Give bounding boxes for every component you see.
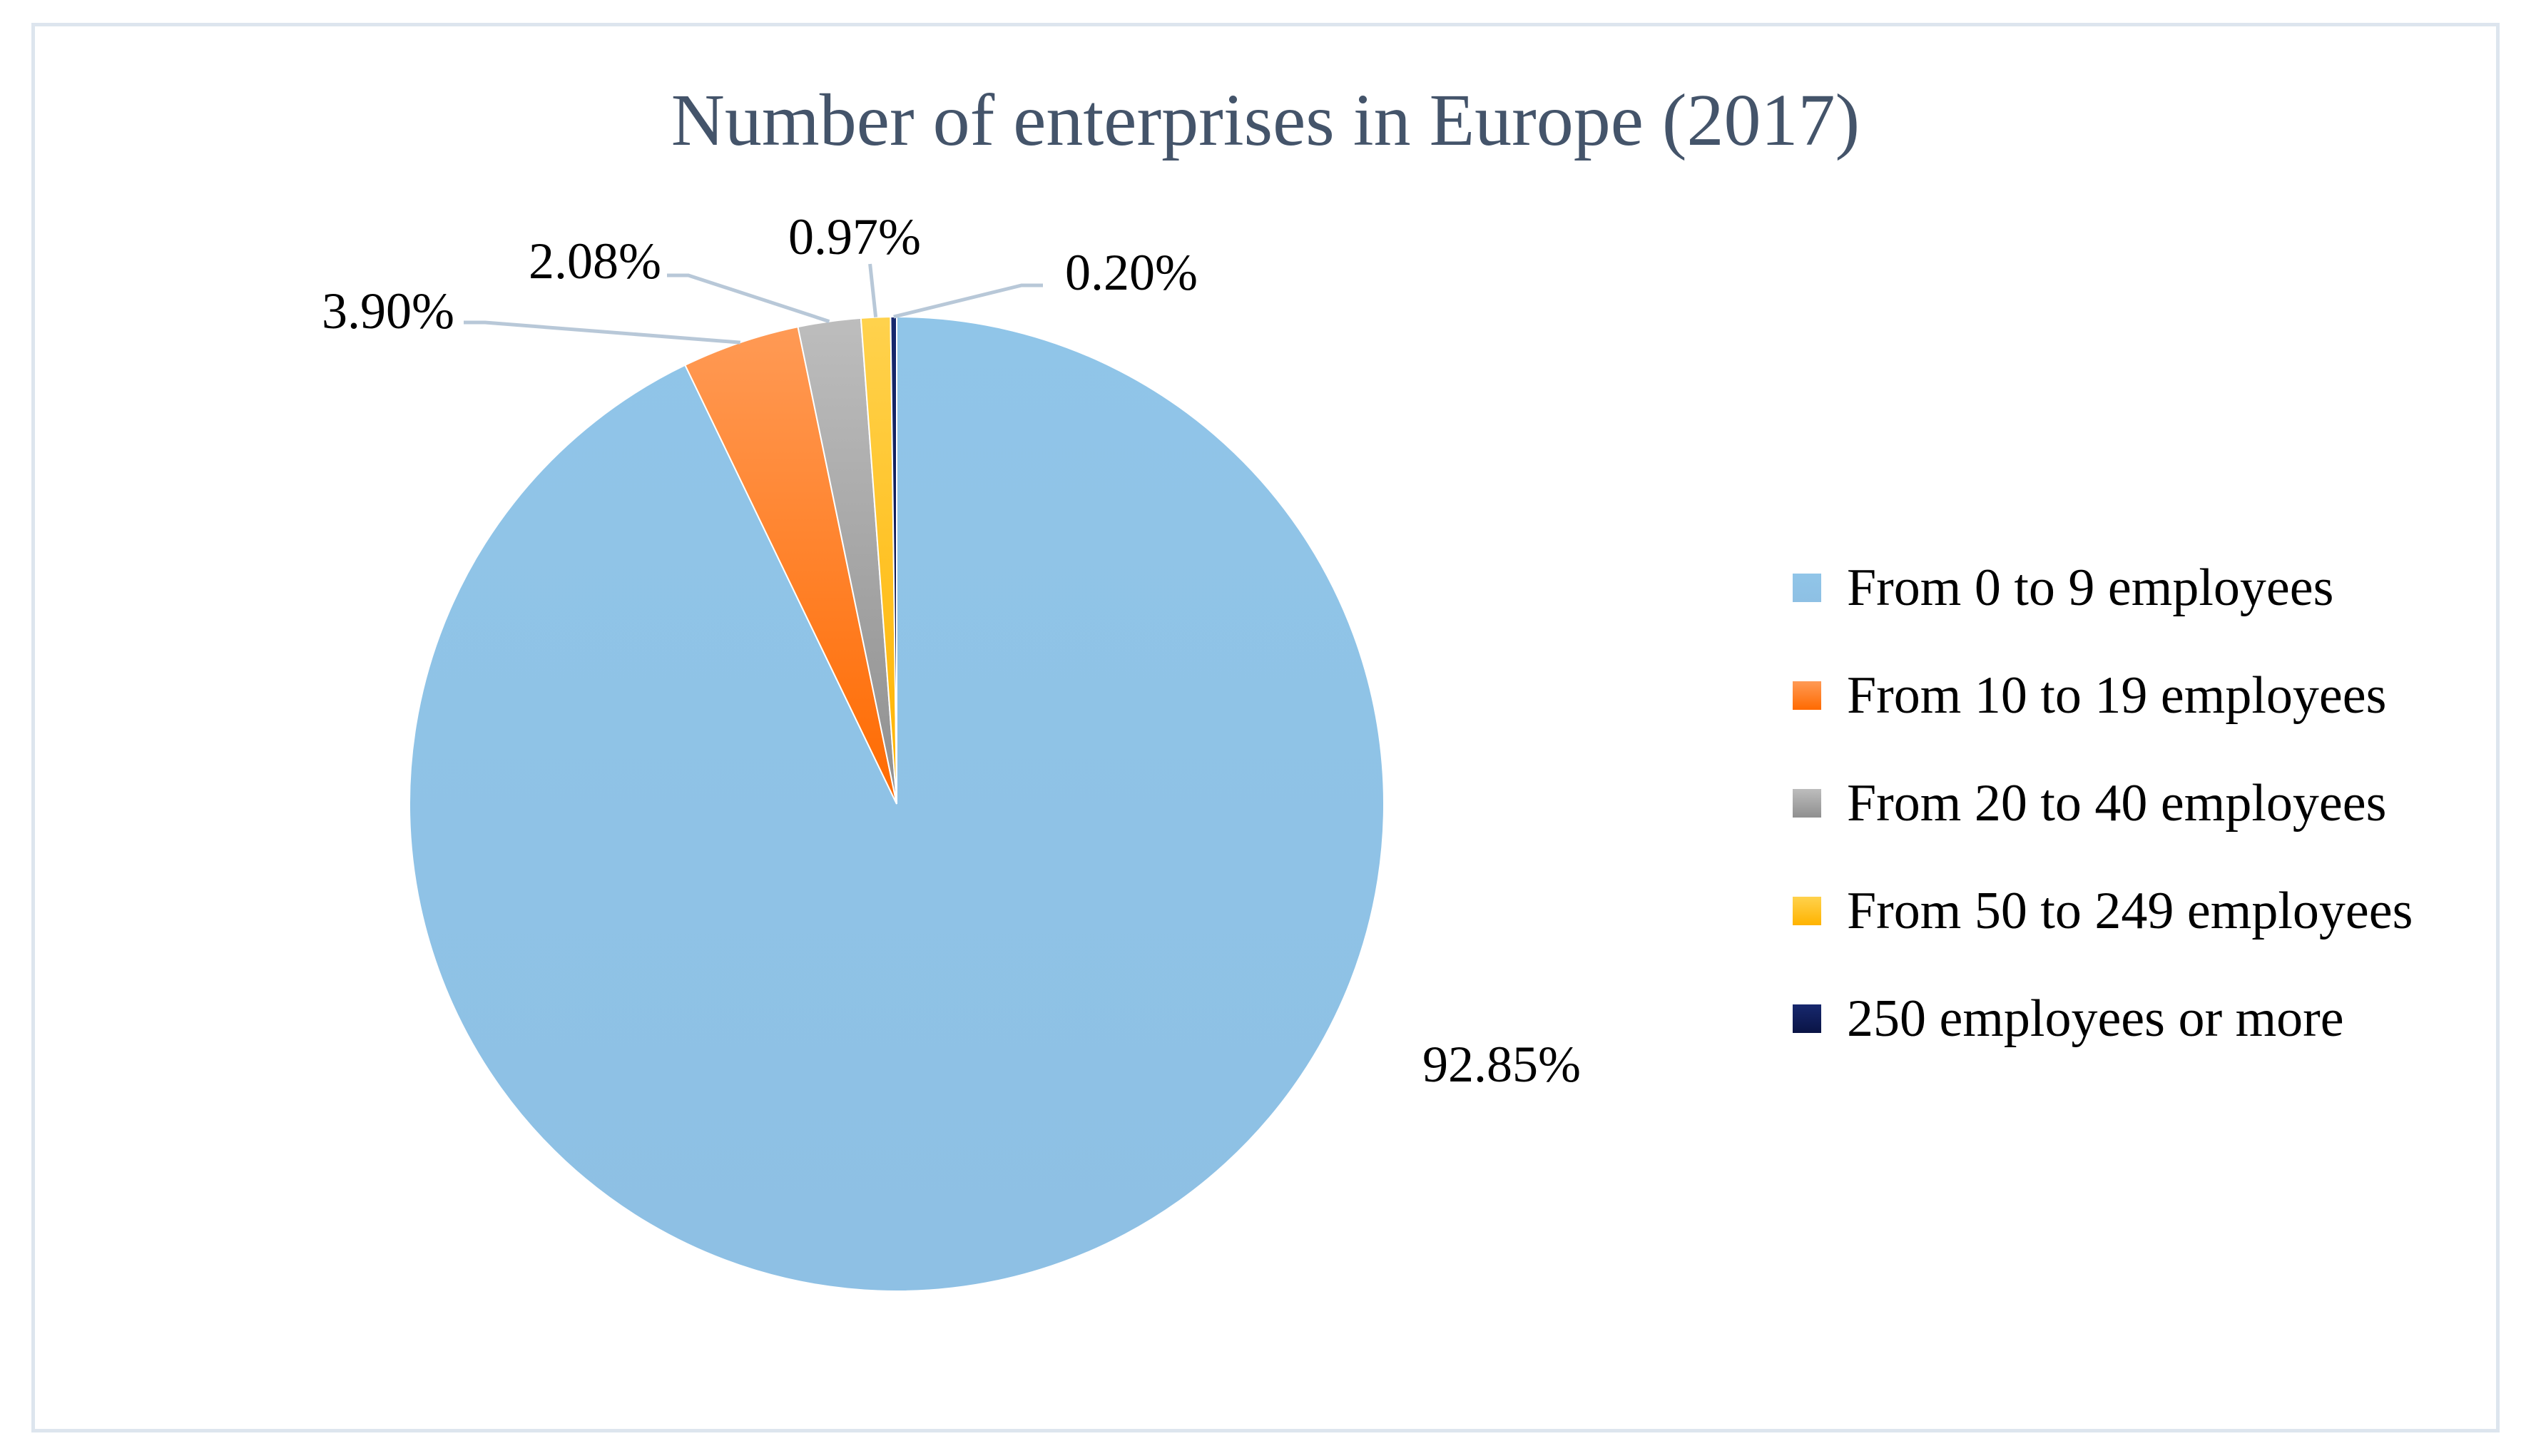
leader-line-from-10-to-19-employees: [464, 320, 740, 345]
legend-entry-from-0-to-9-employees: From 0 to 9 employees: [1847, 559, 2333, 617]
pie-slices: [409, 315, 1385, 1292]
leader-line-from-50-to-249-employees: [868, 263, 878, 317]
legend-entry-from-10-to-19-employees: From 10 to 19 employees: [1847, 666, 2386, 725]
data-label-from-20-to-40-employees: 2.08%: [529, 233, 661, 290]
legend-swatch-from-50-to-249-employees: [1793, 897, 1821, 925]
leader-line-250-employees-or-more: [893, 283, 1043, 319]
legend-swatch-250-employees-or-more: [1793, 1004, 1821, 1033]
data-label-from-0-to-9-employees: 92.85%: [1422, 1036, 1581, 1093]
leader-line-from-20-to-40-employees: [667, 273, 830, 323]
legend: From 0 to 9 employees From 10 to 19 emplo…: [1793, 559, 2413, 1048]
legend-swatch-from-10-to-19-employees: [1793, 681, 1821, 710]
data-labels: 92.85% 3.90% 2.08% 0.97% 0.20%: [322, 208, 1581, 1093]
data-label-from-50-to-249-employees: 0.97%: [788, 208, 921, 265]
legend-swatch-from-20-to-40-employees: [1793, 789, 1821, 818]
pie-slice-from-0-to-9-employees: [409, 315, 1385, 1292]
legend-swatch-from-0-to-9-employees: [1793, 574, 1821, 602]
data-label-250-employees-or-more: 0.20%: [1065, 244, 1198, 301]
leader-lines: [464, 263, 1043, 345]
legend-entry-from-20-to-40-employees: From 20 to 40 employees: [1847, 774, 2386, 833]
data-label-from-10-to-19-employees: 3.90%: [322, 282, 454, 340]
chart-title: Number of enterprises in Europe (2017): [671, 79, 1860, 161]
legend-entry-250-employees-or-more: 250 employees or more: [1847, 989, 2344, 1048]
legend-entry-from-50-to-249-employees: From 50 to 249 employees: [1847, 882, 2413, 940]
